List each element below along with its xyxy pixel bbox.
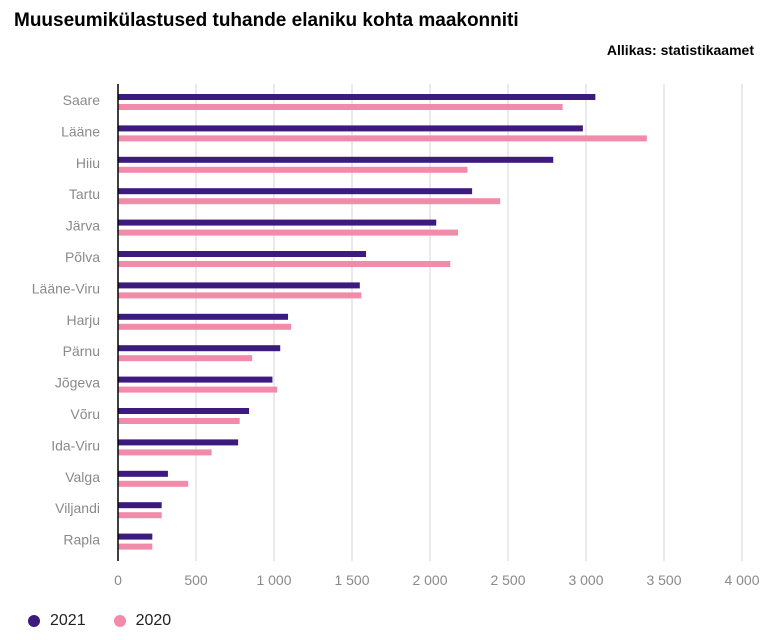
x-tick-label: 4 000 <box>724 572 759 588</box>
bar-2021 <box>118 345 281 352</box>
source-note: Allikas: statistikaamet <box>606 42 754 58</box>
category-label: Rapla <box>63 532 100 548</box>
bar-2020 <box>118 104 563 110</box>
bar-2021 <box>118 408 250 414</box>
legend-label-2020: 2020 <box>135 612 172 629</box>
bar-2021 <box>118 282 360 289</box>
bar-2020 <box>118 198 501 205</box>
x-tick-label: 1 500 <box>334 572 369 588</box>
bar-2021 <box>118 313 289 320</box>
bar-2020 <box>118 166 468 173</box>
category-labels: Saare Lääne Hiiu Tartu Järva Põlva Lääne-Viru H… <box>32 92 100 548</box>
bar-2021 <box>118 188 473 195</box>
bar-2021 <box>118 219 437 226</box>
grid-lines <box>195 84 743 561</box>
x-tick-label: 2 000 <box>412 572 447 588</box>
bar-2021 <box>118 376 273 383</box>
bar-2020 <box>118 135 647 142</box>
x-tick-label: 3 500 <box>646 572 681 588</box>
bar-2020 <box>118 418 240 424</box>
category-label: Pärnu <box>63 343 100 359</box>
category-label: Lääne <box>61 123 100 139</box>
category-label: Valga <box>65 469 100 485</box>
bar-2020 <box>118 449 212 456</box>
legend-dot-2020 <box>113 615 126 627</box>
chart-title: Muuseumikülastused tuhande elaniku kohta… <box>14 10 519 31</box>
bar-2021 <box>118 156 554 163</box>
legend-item-2021: 2021 <box>28 612 86 630</box>
bars <box>118 94 647 550</box>
bar-2020 <box>118 386 278 393</box>
category-label: Lääne-Viru <box>32 280 100 296</box>
category-label: Harju <box>67 312 100 328</box>
x-tick-label: 2 500 <box>490 572 525 588</box>
legend-label-2021: 2021 <box>50 612 86 629</box>
category-label: Ida-Viru <box>51 437 100 453</box>
bar-2021 <box>118 470 168 477</box>
bar-2021 <box>118 251 367 257</box>
legend-item-2020: 2020 <box>113 612 172 630</box>
x-tick-label: 1 000 <box>256 572 291 588</box>
category-label: Viljandi <box>55 500 100 516</box>
bar-2021 <box>118 125 583 132</box>
bar-2021 <box>118 439 239 446</box>
bar-2020 <box>118 512 162 519</box>
x-tick-label: 3 000 <box>568 572 603 588</box>
bar-2021 <box>118 502 162 509</box>
bar-2020 <box>118 229 459 236</box>
category-label: Saare <box>63 92 101 108</box>
bar-2020 <box>118 480 189 487</box>
x-tick-label: 500 <box>184 572 208 588</box>
legend: 2021 2020 <box>28 612 199 630</box>
bar-2020 <box>118 355 253 362</box>
bar-2020 <box>118 261 451 267</box>
bar-2021 <box>118 533 153 540</box>
bar-2020 <box>118 543 153 550</box>
category-label: Jõgeva <box>55 375 100 391</box>
category-label: Põlva <box>65 249 100 265</box>
tick-labels: 0 500 1 000 1 500 2 000 2 500 3 000 3 500 4 000 <box>114 572 760 588</box>
bar-2020 <box>118 292 362 299</box>
x-tick-label: 0 <box>114 572 122 588</box>
category-label: Hiiu <box>76 155 100 171</box>
category-label: Tartu <box>69 186 100 202</box>
legend-dot-2021 <box>28 615 40 627</box>
category-label: Järva <box>66 218 100 234</box>
bar-2021 <box>118 94 596 100</box>
bar-2020 <box>118 323 292 330</box>
category-label: Võru <box>70 406 100 422</box>
